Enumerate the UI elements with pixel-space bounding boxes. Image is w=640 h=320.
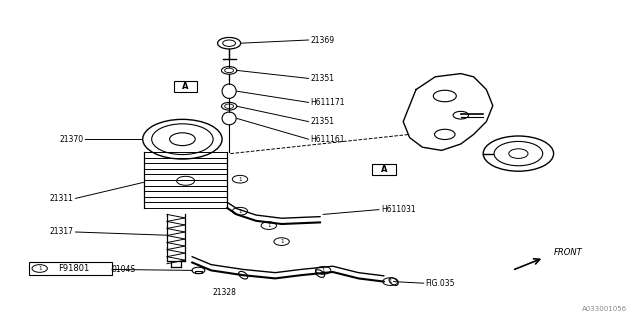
Text: 21351: 21351	[310, 117, 334, 126]
Bar	[372, 164, 396, 175]
Text: 21311: 21311	[50, 194, 74, 203]
Text: A033001056: A033001056	[582, 306, 627, 312]
Text: 21351: 21351	[310, 74, 334, 83]
Bar	[174, 81, 197, 92]
Text: 21328: 21328	[212, 288, 236, 297]
Text: 1: 1	[38, 266, 42, 271]
Text: FRONT: FRONT	[554, 248, 582, 257]
Text: H611031: H611031	[381, 205, 415, 214]
Text: A: A	[182, 82, 189, 91]
Text: FIG.035: FIG.035	[426, 279, 455, 288]
Text: H611171: H611171	[310, 98, 345, 107]
Bar	[29, 262, 112, 275]
Bar	[195, 271, 202, 273]
Text: 1: 1	[238, 177, 242, 182]
Text: 21369: 21369	[310, 36, 335, 44]
Text: 21370: 21370	[59, 135, 83, 144]
Text: 1: 1	[321, 268, 325, 273]
Text: F91801: F91801	[58, 264, 89, 273]
Text: 0104S: 0104S	[112, 265, 136, 274]
Text: 1: 1	[280, 239, 284, 244]
Text: 1: 1	[267, 223, 271, 228]
Text: 1: 1	[388, 279, 392, 284]
Text: 21317: 21317	[50, 228, 74, 236]
Text: 1: 1	[238, 209, 242, 214]
Text: H611161: H611161	[310, 135, 345, 144]
Text: A: A	[381, 165, 387, 174]
